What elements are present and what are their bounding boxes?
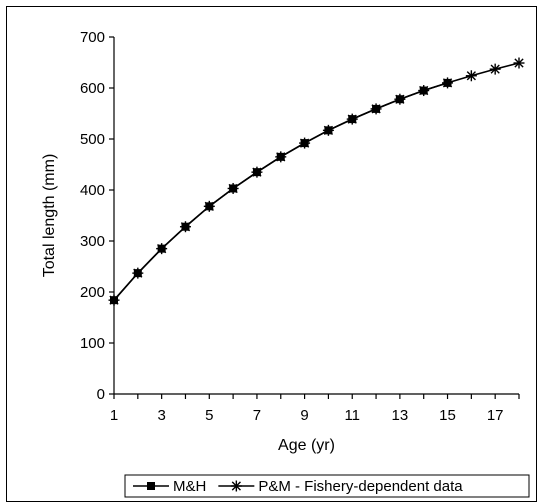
- series-2-line: [113, 62, 520, 301]
- y-axis-title: Total length (mm): [41, 154, 58, 278]
- series-2-point-12: [370, 103, 382, 115]
- series-2-point-15: [442, 77, 454, 89]
- x-tick-label-1: 1: [110, 407, 118, 424]
- x-tick-label-15: 15: [439, 407, 456, 424]
- chart-frame: [6, 6, 537, 502]
- series-2-point-17: [489, 63, 501, 75]
- series-2-point-2: [132, 267, 144, 279]
- x-tick-label-9: 9: [300, 407, 308, 424]
- y-tick-label-0: 0: [97, 386, 105, 403]
- series-2-point-18: [513, 57, 525, 69]
- y-tick-label-200: 200: [80, 284, 105, 301]
- series-2-point-13: [394, 93, 406, 105]
- x-tick-label-11: 11: [344, 407, 360, 424]
- legend-marker-2: [230, 480, 242, 492]
- x-tick-label-5: 5: [205, 407, 213, 424]
- series-2-point-5: [203, 200, 215, 212]
- series-2-point-11: [346, 113, 358, 125]
- x-tick-label-17: 17: [487, 407, 504, 424]
- series-2-point-8: [275, 151, 287, 163]
- y-tick-label-300: 300: [80, 233, 105, 250]
- series-2: [108, 57, 525, 306]
- y-tick-label-100: 100: [80, 335, 105, 352]
- series-2-point-6: [227, 182, 239, 194]
- series-2-point-10: [322, 124, 334, 136]
- series-2-point-3: [156, 243, 168, 255]
- series-2-point-14: [418, 85, 430, 97]
- legend-box: [124, 474, 530, 498]
- legend-item-2: P&M - Fishery-dependent data: [218, 478, 463, 495]
- x-axis-title: Age (yr): [278, 437, 335, 454]
- series-2-point-16: [465, 70, 477, 82]
- series-1: [110, 78, 452, 305]
- legend-item-1: M&H: [133, 478, 206, 495]
- legend-label-1: M&H: [173, 478, 206, 495]
- legend-label-2: P&M - Fishery-dependent data: [258, 478, 463, 495]
- x-tick-label-7: 7: [253, 407, 261, 424]
- x-tick-label-3: 3: [157, 407, 165, 424]
- series-2-point-7: [251, 166, 263, 178]
- y-tick-label-600: 600: [80, 80, 105, 97]
- series-2-point-9: [299, 137, 311, 149]
- series-2-point-1: [108, 294, 120, 306]
- y-tick-label-400: 400: [80, 182, 105, 199]
- series-1-line: [113, 82, 448, 301]
- legend-marker-1: [147, 482, 155, 490]
- x-tick-label-13: 13: [392, 407, 409, 424]
- series-2-point-4: [179, 221, 191, 233]
- y-tick-label-500: 500: [80, 131, 105, 148]
- y-tick-label-700: 700: [80, 29, 105, 46]
- legend: M&H P&M - Fishery-dependent data: [124, 474, 530, 498]
